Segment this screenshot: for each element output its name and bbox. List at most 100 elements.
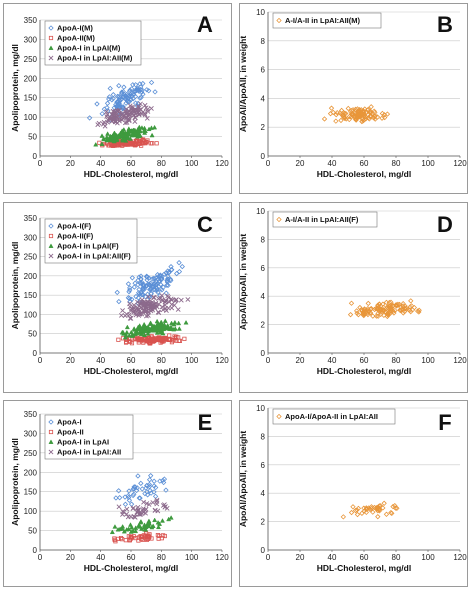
- x-tick-label-f: 100: [421, 553, 435, 562]
- y-tick-label-c: 250: [24, 253, 38, 262]
- data-point: [148, 106, 154, 111]
- data-point: [160, 284, 166, 290]
- series-c-3: [119, 293, 191, 321]
- data-point: [126, 497, 133, 503]
- data-point: [362, 308, 368, 315]
- data-point: [156, 284, 162, 290]
- data-point: [154, 141, 159, 146]
- legend-marker: [48, 449, 54, 455]
- data-point: [179, 263, 185, 270]
- data-point: [137, 95, 143, 101]
- x-tick-label-a: 20: [66, 159, 75, 168]
- data-point: [394, 505, 400, 511]
- data-point: [338, 107, 345, 114]
- legend-marker: [48, 233, 54, 239]
- data-point: [114, 133, 120, 139]
- x-tick-label-e: 80: [157, 553, 166, 562]
- data-point: [158, 329, 164, 335]
- data-point: [139, 328, 145, 333]
- data-point: [143, 141, 148, 146]
- data-point: [155, 273, 162, 280]
- data-point: [382, 308, 388, 315]
- data-point: [144, 282, 150, 289]
- data-point: [113, 110, 119, 116]
- x-tick-label-b: 80: [392, 159, 401, 168]
- data-point: [139, 292, 145, 298]
- data-point: [132, 114, 138, 120]
- data-point: [166, 299, 172, 305]
- data-point: [120, 508, 126, 514]
- data-point: [155, 508, 161, 514]
- data-point: [116, 298, 122, 305]
- x-tick-label-c: 0: [38, 356, 43, 365]
- x-tick-label-a: 0: [38, 159, 43, 168]
- data-point: [146, 281, 153, 287]
- data-point: [388, 304, 394, 311]
- legend-marker: [48, 439, 54, 444]
- data-point: [122, 334, 128, 340]
- legend-entry: ApoA-I in LpAI(F): [57, 242, 119, 251]
- y-tick-label-a: 150: [24, 94, 38, 103]
- data-point: [153, 275, 159, 281]
- data-point: [131, 284, 138, 290]
- data-point: [135, 473, 141, 479]
- data-point: [363, 114, 369, 120]
- data-point: [112, 524, 118, 529]
- data-point: [162, 318, 168, 323]
- data-point: [96, 120, 102, 126]
- data-point: [149, 323, 155, 329]
- data-point: [127, 315, 133, 321]
- data-point: [153, 484, 159, 491]
- y-tick-label-b: 8: [261, 37, 266, 46]
- data-point: [116, 536, 121, 541]
- legend-entry: ApoA-I in LpAI:AII: [57, 448, 121, 457]
- data-point: [141, 299, 147, 305]
- y-tick-label-c: 350: [24, 214, 38, 223]
- data-point: [172, 298, 178, 304]
- data-point: [109, 111, 115, 117]
- y-tick-label-c: 300: [24, 233, 38, 242]
- data-point: [376, 301, 382, 307]
- x-tick-label-f: 60: [360, 553, 369, 562]
- data-point: [140, 506, 146, 512]
- data-point: [152, 124, 158, 130]
- x-tick-label-e: 40: [96, 553, 105, 562]
- data-point: [127, 287, 133, 293]
- y-tick-label-f: 10: [256, 404, 265, 413]
- y-tick-label-a: 250: [24, 55, 38, 64]
- panel-letter: B: [437, 12, 453, 37]
- x-axis-label-a: HDL-Cholesterol, mg/dl: [84, 169, 178, 179]
- data-point: [104, 104, 110, 111]
- data-point: [374, 114, 381, 120]
- data-point: [151, 478, 157, 484]
- data-point: [127, 136, 133, 141]
- data-point: [141, 524, 147, 529]
- legend-marker: [48, 243, 54, 248]
- data-point: [183, 319, 189, 325]
- data-point: [162, 302, 168, 308]
- data-point: [131, 89, 137, 95]
- data-point: [155, 524, 161, 530]
- data-point: [138, 519, 144, 524]
- data-point: [120, 129, 126, 134]
- data-point: [373, 505, 380, 511]
- data-point: [122, 120, 128, 126]
- x-tick-label-b: 60: [360, 159, 369, 168]
- data-point: [151, 281, 157, 287]
- data-point: [176, 326, 182, 331]
- data-point: [365, 300, 371, 307]
- data-point: [168, 267, 175, 273]
- data-point: [123, 100, 129, 106]
- legend-entry: ApoA-II: [57, 428, 84, 437]
- data-point: [161, 271, 167, 277]
- x-tick-label-f: 80: [392, 553, 401, 562]
- data-point: [380, 304, 387, 311]
- legend-d: [272, 211, 378, 228]
- data-point: [104, 112, 110, 117]
- data-point: [163, 298, 169, 303]
- data-point: [356, 109, 363, 115]
- data-point: [124, 324, 130, 330]
- y-tick-label-e: 50: [28, 527, 37, 536]
- data-point: [149, 536, 154, 541]
